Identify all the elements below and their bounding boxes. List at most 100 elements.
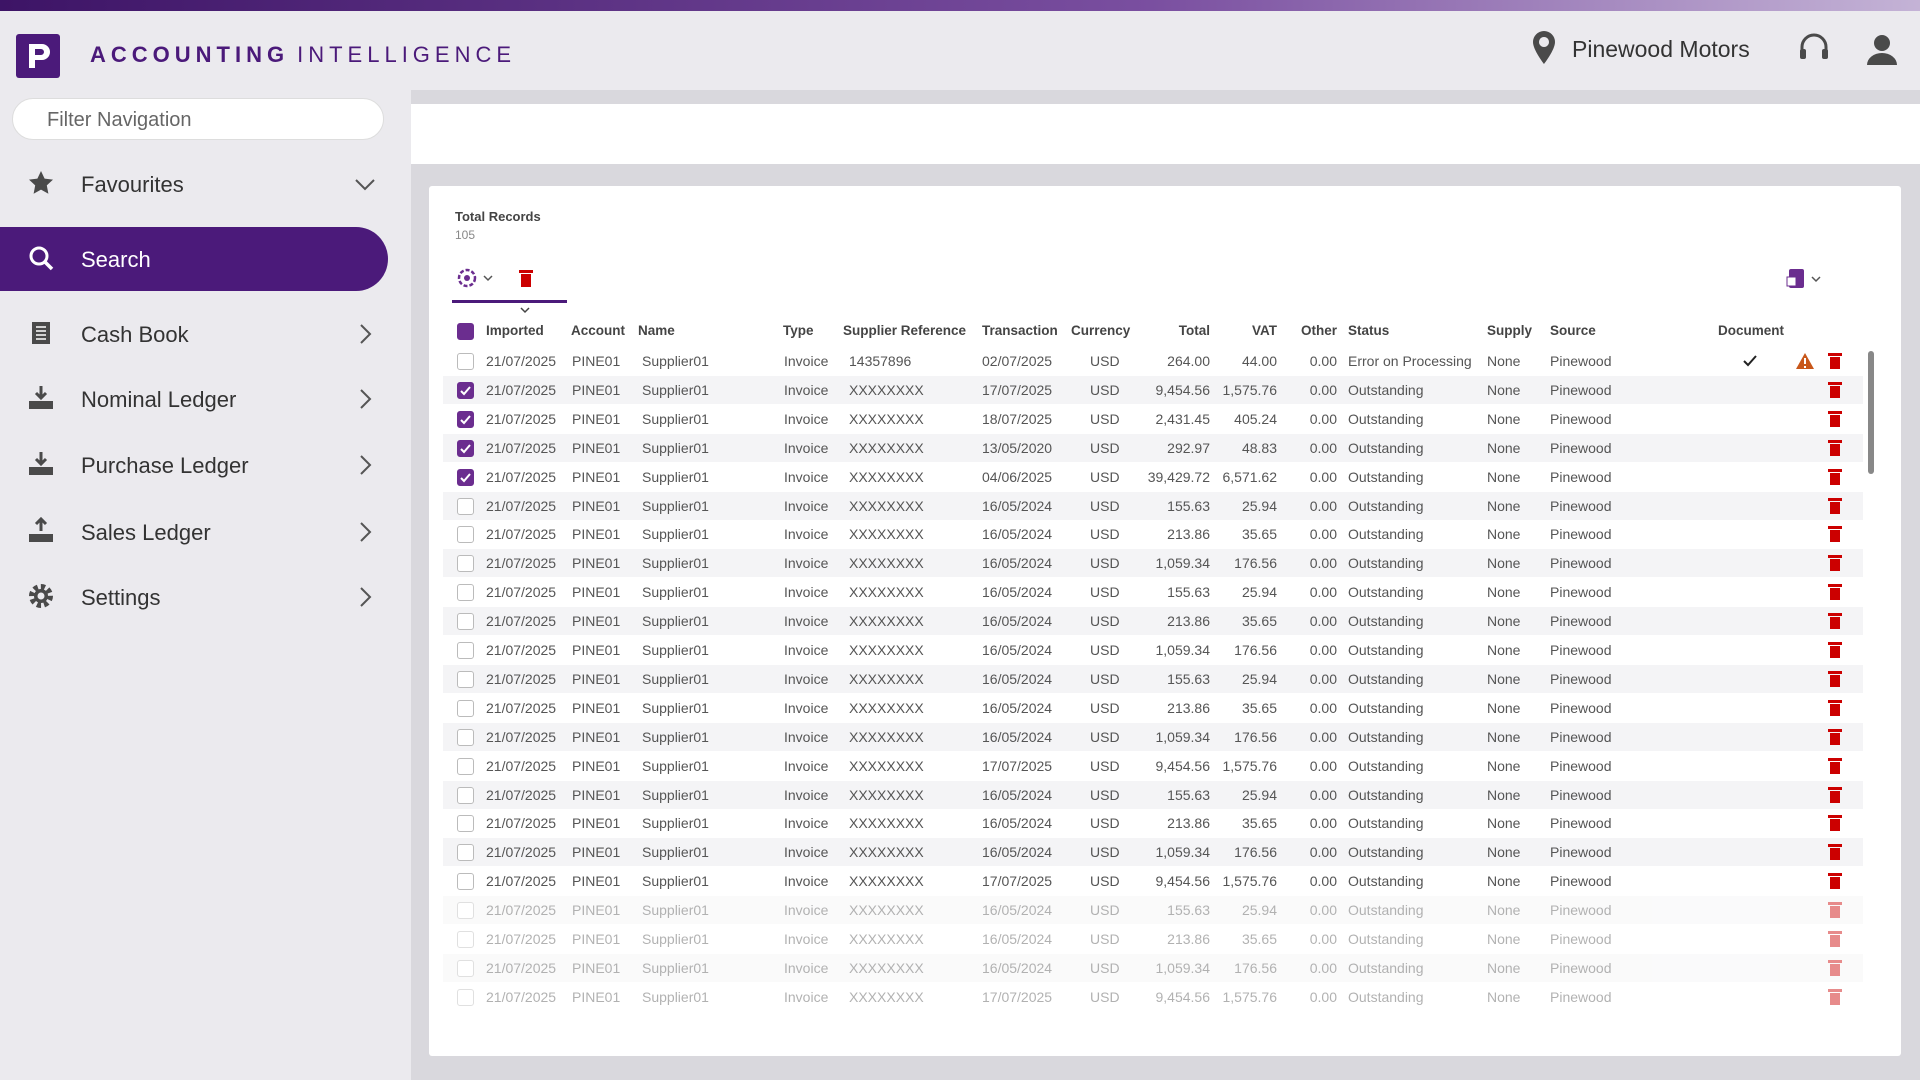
delete-row[interactable]: [1828, 699, 1842, 717]
column-header[interactable]: Currency: [1071, 323, 1131, 338]
delete-row[interactable]: [1828, 728, 1842, 746]
column-header[interactable]: Document: [1718, 323, 1785, 338]
company-name[interactable]: Pinewood Motors: [1572, 36, 1750, 62]
column-header[interactable]: Imported: [486, 323, 544, 338]
column-header[interactable]: VAT: [1252, 323, 1277, 338]
table-row[interactable]: 21/07/2025 PINE01 Supplier01 Invoice XXXXXXX…: [443, 549, 1863, 578]
table-row[interactable]: 21/07/2025 PINE01 Supplier01 Invoice XXXXXXX…: [443, 463, 1863, 491]
delete-row[interactable]: [1828, 786, 1842, 804]
row-checkbox[interactable]: [457, 757, 474, 775]
column-header[interactable]: Total: [1178, 323, 1210, 338]
delete-row[interactable]: [1828, 468, 1842, 486]
delete-row[interactable]: [1828, 988, 1842, 1006]
delete-row[interactable]: [1828, 843, 1842, 861]
column-header[interactable]: Other: [1300, 323, 1337, 338]
delete-row[interactable]: [1828, 554, 1842, 572]
row-checkbox[interactable]: [457, 873, 474, 891]
table-row[interactable]: 21/07/2025 PINE01 Supplier01 Invoice XXXXXXX…: [443, 405, 1863, 433]
table-row[interactable]: 21/07/2025 PINE01 Supplier01 Invoice XXXXXXX…: [443, 722, 1863, 751]
row-checkbox[interactable]: [457, 468, 474, 486]
row-checkbox[interactable]: [457, 699, 474, 717]
column-header[interactable]: Supply: [1487, 323, 1533, 338]
column-header[interactable]: Type: [783, 323, 814, 338]
table-row[interactable]: 21/07/2025 PINE01 Supplier01 Invoice XXXXXXX…: [443, 983, 1863, 1011]
delete-row[interactable]: [1828, 814, 1842, 832]
table-row[interactable]: 21/07/2025 PINE01 Supplier01 Invoice XXXXXXX…: [443, 925, 1863, 953]
table-row[interactable]: 21/07/2025 PINE01 Supplier01 Invoice XXXXXXX…: [443, 780, 1863, 809]
table-row[interactable]: 21/07/2025 PINE01 Supplier01 Invoice XXXXXXX…: [443, 896, 1863, 925]
row-checkbox[interactable]: [457, 526, 474, 544]
delete-row[interactable]: [1828, 959, 1842, 977]
table-row[interactable]: 21/07/2025 PINE01 Supplier01 Invoice XXXXXXX…: [443, 375, 1863, 404]
delete-row[interactable]: [1828, 612, 1842, 630]
row-checkbox[interactable]: [457, 931, 474, 948]
sort-indicator[interactable]: [519, 306, 531, 314]
row-checkbox[interactable]: [457, 381, 474, 399]
delete-row[interactable]: [1828, 930, 1842, 948]
table-row[interactable]: 21/07/2025 PINE01 Supplier01 Invoice XXXXXXX…: [443, 520, 1863, 548]
delete-row[interactable]: [1828, 641, 1842, 659]
table-row[interactable]: 21/07/2025 PINE01 Supplier01 Invoice XXXXXXX…: [443, 809, 1863, 837]
table-row[interactable]: 21/07/2025 PINE01 Supplier01 Invoice XXXXXXX…: [443, 664, 1863, 693]
column-header[interactable]: Source: [1550, 323, 1596, 338]
column-header[interactable]: Account: [571, 323, 625, 338]
nav-item[interactable]: Sales Ledger: [0, 500, 388, 564]
row-checkbox[interactable]: [457, 988, 474, 1006]
row-checkbox[interactable]: [457, 353, 474, 370]
delete-row[interactable]: [1828, 901, 1842, 919]
column-header[interactable]: Supplier Reference: [843, 323, 967, 338]
table-row[interactable]: 21/07/2025 PINE01 Supplier01 Invoice XXXXXXX…: [443, 433, 1863, 462]
delete-row[interactable]: [1828, 757, 1842, 775]
row-checkbox[interactable]: [457, 670, 474, 688]
scrollbar[interactable]: [1868, 351, 1874, 474]
delete-row[interactable]: [1828, 410, 1842, 428]
column-header[interactable]: Status: [1348, 323, 1390, 338]
delete-row[interactable]: [1828, 583, 1842, 601]
filter-input[interactable]: Filter Navigation: [12, 98, 384, 140]
column-header[interactable]: Transaction: [982, 323, 1058, 338]
select-all-checkbox[interactable]: [457, 323, 474, 340]
row-checkbox[interactable]: [457, 497, 474, 515]
table-row[interactable]: 21/07/2025 PINE01 Supplier01 Invoice XXXXXXX…: [443, 752, 1863, 780]
logo[interactable]: [16, 34, 60, 78]
table-row[interactable]: 21/07/2025 PINE01 Supplier01 Invoice XXXXXXX…: [443, 578, 1863, 606]
nav-item[interactable]: Search: [0, 227, 388, 291]
column-header[interactable]: Name: [638, 323, 675, 338]
table-row[interactable]: 21/07/2025 PINE01 Supplier01 Invoice XXXXXXX…: [443, 694, 1863, 722]
row-checkbox[interactable]: [457, 844, 474, 862]
nav-item[interactable]: Favourites: [0, 152, 388, 216]
location-icon[interactable]: [1532, 30, 1556, 66]
user-icon[interactable]: [1866, 34, 1898, 66]
table-row[interactable]: 21/07/2025 PINE01 Supplier01 Invoice XXXXXXX…: [443, 636, 1863, 664]
table-row[interactable]: 21/07/2025 PINE01 Supplier01 Invoice XXXXXXX…: [443, 491, 1863, 520]
nav-item[interactable]: Settings: [0, 565, 388, 629]
nav-item[interactable]: Nominal Ledger: [0, 367, 388, 431]
row-checkbox[interactable]: [457, 584, 474, 602]
row-checkbox[interactable]: [457, 613, 474, 631]
nav-item[interactable]: Cash Book: [0, 302, 388, 366]
support-icon[interactable]: [1797, 32, 1831, 66]
actions-menu[interactable]: [456, 266, 498, 290]
delete-row[interactable]: [1828, 352, 1842, 370]
table-row[interactable]: 21/07/2025 PINE01 Supplier01 Invoice XXXXXXX…: [443, 607, 1863, 636]
warning-icon[interactable]: [1795, 352, 1815, 370]
row-checkbox[interactable]: [457, 410, 474, 428]
row-checkbox[interactable]: [457, 902, 474, 920]
row-checkbox[interactable]: [457, 786, 474, 804]
delete-row[interactable]: [1828, 381, 1842, 399]
delete-selected[interactable]: [518, 268, 534, 288]
delete-row[interactable]: [1828, 525, 1842, 543]
delete-row[interactable]: [1828, 670, 1842, 688]
nav-item[interactable]: Purchase Ledger: [0, 433, 388, 497]
row-checkbox[interactable]: [457, 555, 474, 573]
table-row[interactable]: 21/07/2025 PINE01 Supplier01 Invoice XXXXXXX…: [443, 867, 1863, 895]
row-checkbox[interactable]: [457, 642, 474, 659]
table-row[interactable]: 21/07/2025 PINE01 Supplier01 Invoice 1435789…: [443, 347, 1863, 375]
row-checkbox[interactable]: [457, 728, 474, 746]
delete-row[interactable]: [1828, 872, 1842, 890]
export-menu[interactable]: [1786, 268, 1828, 290]
row-checkbox[interactable]: [457, 959, 474, 977]
row-checkbox[interactable]: [457, 815, 474, 833]
row-checkbox[interactable]: [457, 439, 474, 457]
table-row[interactable]: 21/07/2025 PINE01 Supplier01 Invoice XXXXXXX…: [443, 953, 1863, 982]
